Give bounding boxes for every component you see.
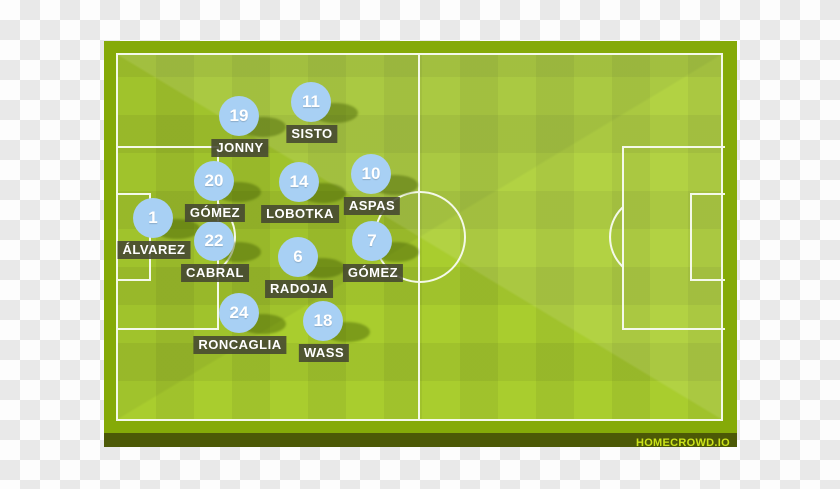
player-circle[interactable]: 20 — [194, 161, 234, 201]
player-name-label: RONCAGLIA — [193, 336, 287, 354]
player-name-label: SISTO — [286, 125, 338, 143]
player-circle[interactable]: 24 — [219, 293, 259, 333]
player-name-label: LOBOTKA — [261, 205, 339, 223]
player-number: 18 — [313, 311, 333, 330]
player-name-label: CABRAL — [181, 264, 249, 282]
goal-area-right — [690, 193, 725, 281]
player-circle[interactable]: 10 — [351, 154, 391, 194]
player-number: 7 — [367, 231, 377, 250]
player-number: 14 — [289, 172, 309, 191]
player-name-label: ASPAS — [343, 197, 401, 215]
player-circle[interactable]: 19 — [219, 96, 259, 136]
penalty-arc-right — [600, 196, 622, 280]
player-name-label: RADOJA — [265, 280, 333, 298]
player-circle[interactable]: 14 — [279, 162, 319, 202]
player-name-label: WASS — [298, 344, 350, 362]
penalty-area-right — [622, 146, 725, 330]
player-circle[interactable]: 6 — [278, 237, 318, 277]
player-circle[interactable]: 11 — [291, 82, 331, 122]
player-number: 6 — [293, 247, 303, 266]
player-circle[interactable]: 18 — [303, 301, 343, 341]
football-pitch: 1 ÁLVAREZ 19 JONNY 20 GÓMEZ 22 CABRAL 24… — [104, 41, 737, 433]
player-circle[interactable]: 1 — [133, 198, 173, 238]
player-number: 11 — [302, 92, 320, 111]
penalty-arc-circle — [609, 196, 622, 279]
player-number: 19 — [229, 106, 249, 125]
player-name-label: ÁLVAREZ — [117, 241, 191, 259]
player-number: 22 — [204, 231, 224, 250]
player-number: 24 — [229, 303, 249, 322]
player-name-label: GÓMEZ — [342, 264, 404, 282]
player-number: 20 — [204, 171, 224, 190]
branding-text: HOMECROWD.IO — [635, 437, 730, 449]
player-circle[interactable]: 22 — [194, 221, 234, 261]
player-number: 10 — [361, 164, 381, 183]
player-circle[interactable]: 7 — [352, 221, 392, 261]
player-name-label: JONNY — [211, 139, 269, 157]
branding-banner: HOMECROWD.IO — [104, 433, 737, 449]
lineup-graphic: 1 ÁLVAREZ 19 JONNY 20 GÓMEZ 22 CABRAL 24… — [104, 41, 737, 449]
player-name-label: GÓMEZ — [184, 204, 246, 222]
player-number: 1 — [148, 208, 158, 227]
